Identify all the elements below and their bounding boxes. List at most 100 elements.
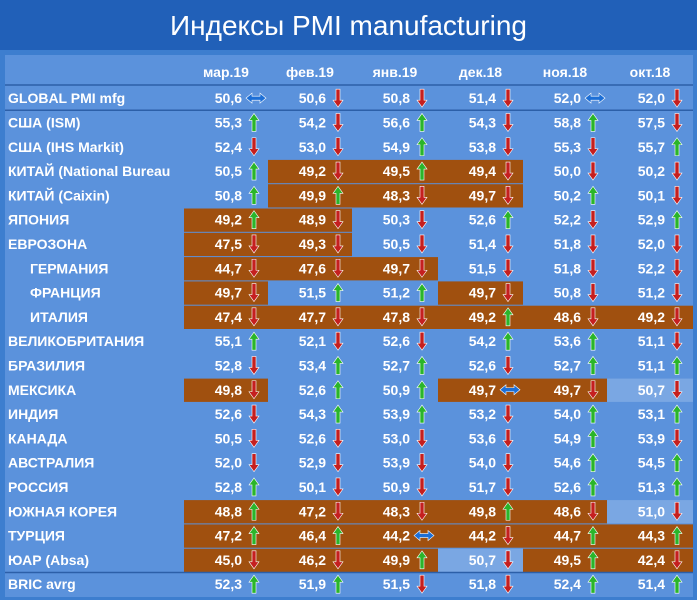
- trend-down-icon: [416, 477, 428, 497]
- cell-value: 53,0: [383, 430, 410, 446]
- row-label: ЯПОНИЯ: [8, 212, 69, 228]
- trend-down-icon: [502, 161, 514, 181]
- trend-down-icon: [332, 453, 344, 473]
- cell-value: 52,6: [554, 479, 581, 495]
- cell-value: 52,8: [215, 479, 242, 495]
- trend-up-icon: [416, 404, 428, 424]
- cell-fill: [184, 378, 268, 402]
- trend-down-icon: [671, 258, 683, 278]
- trend-down-icon: [671, 161, 683, 181]
- trend-down-icon: [671, 429, 683, 448]
- cell-value: 52,3: [215, 576, 242, 592]
- trend-down-icon: [416, 210, 428, 230]
- cell-value: 52,4: [554, 576, 581, 592]
- cell-value: 48,6: [554, 309, 581, 325]
- cell-value: 54,9: [554, 430, 581, 446]
- cell-value: 47,2: [299, 503, 326, 519]
- column-header: фев.19: [286, 64, 334, 80]
- trend-up-icon: [248, 501, 260, 521]
- cell-value: 50,2: [554, 187, 581, 203]
- trend-up-icon: [587, 574, 599, 594]
- trend-up-icon: [671, 477, 683, 497]
- trend-down-icon: [248, 137, 260, 157]
- cell-fill: [352, 524, 438, 548]
- row-label: США (IHS Markit): [8, 139, 124, 155]
- cell-value: 48,9: [299, 212, 326, 228]
- trend-flat-icon: [584, 92, 606, 104]
- column-header: окт.18: [630, 64, 671, 80]
- trend-down-icon: [502, 477, 514, 497]
- cell-value: 42,4: [638, 552, 665, 568]
- cell-value: 51,5: [299, 285, 326, 301]
- cell-fill: [523, 305, 607, 329]
- cell-fill: [352, 305, 438, 329]
- row-label: GLOBAL PMI mfg: [8, 90, 125, 106]
- cell-value: 47,4: [215, 309, 242, 325]
- cell-value: 48,3: [383, 503, 410, 519]
- cell-value: 51,4: [469, 90, 496, 106]
- cell-value: 49,8: [469, 503, 496, 519]
- trend-down-icon: [671, 501, 683, 521]
- trend-down-icon: [502, 258, 514, 278]
- trend-down-icon: [416, 501, 428, 521]
- row-label: МЕКСИКА: [8, 382, 76, 398]
- cell-value: 52,8: [215, 357, 242, 373]
- trend-up-icon: [248, 526, 260, 545]
- cell-value: 51,5: [383, 576, 410, 592]
- trend-up-icon: [587, 185, 599, 205]
- cell-value: 51,8: [469, 576, 496, 592]
- cell-fill: [184, 232, 268, 257]
- cell-value: 51,1: [638, 333, 665, 349]
- cell-value: 47,8: [383, 309, 410, 325]
- cell-fill: [352, 548, 438, 572]
- cell-value: 49,9: [383, 552, 410, 568]
- cell-value: 50,5: [215, 163, 242, 179]
- trend-down-icon: [416, 574, 428, 594]
- trend-up-icon: [587, 550, 599, 570]
- cell-value: 52,6: [383, 333, 410, 349]
- cell-value: 53,9: [383, 406, 410, 422]
- cell-value: 44,2: [383, 528, 410, 544]
- trend-down-icon: [416, 453, 428, 473]
- trend-up-icon: [587, 428, 599, 448]
- trend-up-icon: [587, 355, 599, 375]
- cell-value: 50,7: [638, 382, 665, 398]
- cell-fill: [438, 281, 523, 305]
- trend-up-icon: [671, 355, 683, 375]
- trend-up-icon: [671, 526, 683, 545]
- trend-up-icon: [332, 355, 344, 375]
- trend-down-icon: [587, 161, 599, 181]
- trend-up-icon: [248, 161, 260, 181]
- trend-down-icon: [502, 550, 514, 570]
- cell-value: 49,7: [554, 382, 581, 398]
- trend-down-icon: [332, 161, 344, 181]
- trend-up-icon: [332, 380, 344, 400]
- cell-value: 49,9: [299, 187, 326, 203]
- cell-value: 47,7: [299, 309, 326, 325]
- row-label: ФРАНЦИЯ: [30, 285, 101, 301]
- trend-down-icon: [332, 477, 344, 497]
- cell-value: 45,0: [215, 552, 242, 568]
- cell-fill: [438, 548, 523, 572]
- cell-value: 53,6: [554, 333, 581, 349]
- cell-value: 53,8: [469, 139, 496, 155]
- cell-value: 51,8: [554, 236, 581, 252]
- cell-value: 52,2: [554, 212, 581, 228]
- cell-value: 51,4: [638, 576, 665, 592]
- row-label: ЮЖНАЯ КОРЕЯ: [8, 503, 117, 519]
- trend-down-icon: [671, 331, 683, 351]
- cell-value: 47,5: [215, 236, 242, 252]
- cell-value: 52,6: [299, 430, 326, 446]
- cell-fill: [523, 548, 607, 572]
- trend-up-icon: [587, 112, 599, 132]
- cell-value: 50,6: [299, 90, 326, 106]
- trend-down-icon: [332, 88, 344, 108]
- trend-up-icon: [502, 210, 514, 229]
- trend-down-icon: [671, 88, 683, 108]
- trend-up-icon: [248, 331, 260, 351]
- cell-value: 50,9: [383, 382, 410, 398]
- cell-value: 51,2: [638, 285, 665, 301]
- cell-fill: [607, 524, 693, 548]
- trend-up-icon: [587, 477, 599, 497]
- cell-value: 48,6: [554, 503, 581, 519]
